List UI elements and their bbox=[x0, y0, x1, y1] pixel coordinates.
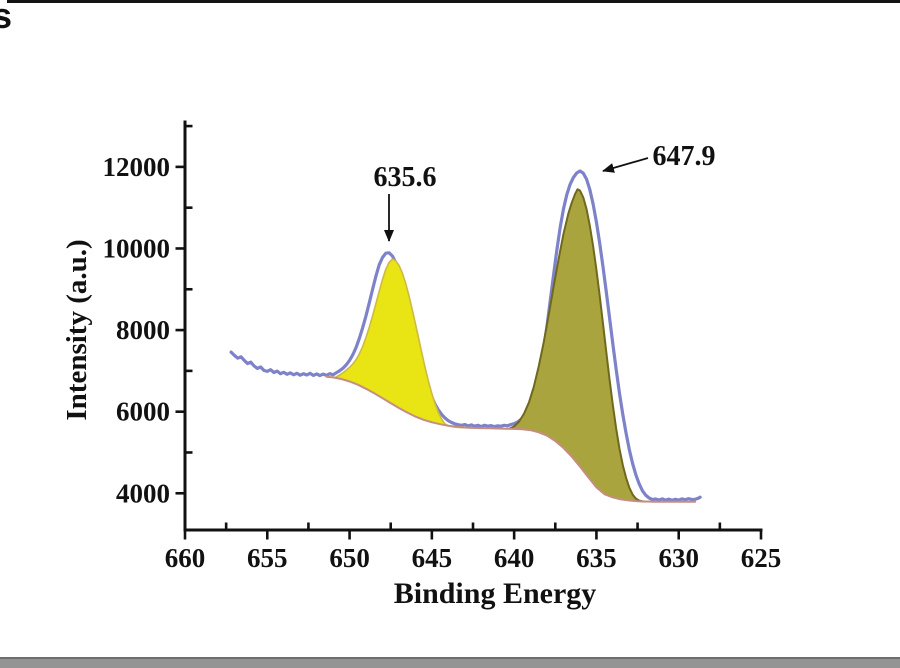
y-axis-title: Intensity (a.u.) bbox=[61, 239, 93, 420]
y-tick-label: 6000 bbox=[116, 397, 170, 427]
series-peak-2-fit-area bbox=[509, 189, 646, 502]
bottom-window-edge bbox=[0, 657, 900, 668]
x-tick-label: 635 bbox=[576, 543, 617, 573]
series-envelope bbox=[229, 169, 702, 502]
y-tick-label: 8000 bbox=[116, 315, 170, 345]
peak-annotation-arrow bbox=[602, 157, 649, 173]
y-tick-label: 10000 bbox=[103, 233, 171, 263]
peak-annotation-label: 647.9 bbox=[653, 141, 716, 172]
x-tick-label: 645 bbox=[412, 543, 453, 573]
y-tick-label: 4000 bbox=[116, 478, 170, 508]
caption-fragment: s bbox=[0, 0, 13, 36]
x-tick-label: 630 bbox=[658, 543, 699, 573]
series-baseline bbox=[325, 375, 697, 503]
x-axis-title: Binding Energy bbox=[394, 577, 597, 610]
x-tick-label: 655 bbox=[247, 543, 288, 573]
top-rule bbox=[7, 0, 900, 3]
series-peak-1-fit-area bbox=[334, 259, 477, 428]
axis-spines bbox=[183, 120, 763, 532]
x-tick-label: 650 bbox=[329, 543, 370, 573]
series-peak-2-fit-edge bbox=[508, 188, 646, 503]
x-tick-label: 625 bbox=[741, 543, 782, 573]
x-tick-label: 640 bbox=[494, 543, 535, 573]
y-tick-label: 12000 bbox=[103, 152, 171, 182]
peak-annotation-label: 635.6 bbox=[374, 162, 437, 193]
x-tick-label: 660 bbox=[165, 543, 206, 573]
